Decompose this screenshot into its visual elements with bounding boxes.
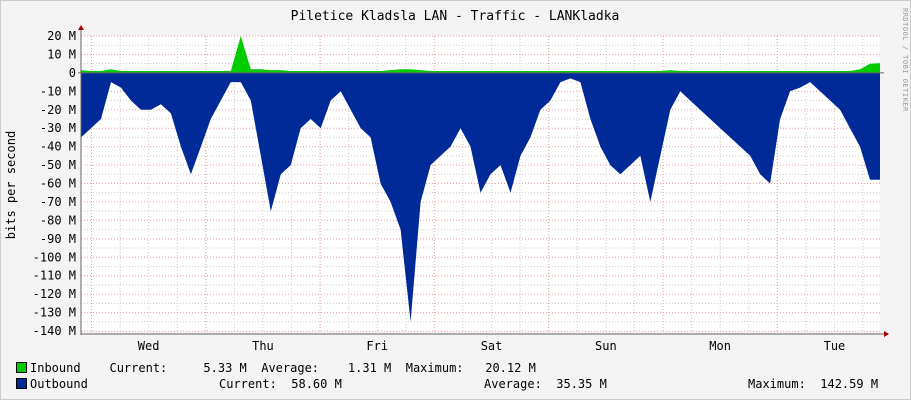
y-tick-label: -90 M [40, 232, 76, 246]
y-tick-label: -40 M [40, 140, 76, 154]
y-tick-label: -130 M [33, 306, 76, 320]
y-tick-label: -60 M [40, 177, 76, 191]
watermark: RRDTOOL / TOBI OETIKER [901, 8, 909, 112]
inbound-current: 5.33 M [203, 361, 247, 375]
maximum-label: Maximum: [748, 377, 806, 391]
y-tick-label: -10 M [40, 84, 76, 98]
y-tick-label: 0 [69, 66, 76, 80]
y-tick-label: -120 M [33, 287, 76, 301]
y-axis-arrow [78, 25, 84, 30]
y-tick-label: -80 M [40, 213, 76, 227]
legend-inbound: Inbound Current: 5.33 M Average: 1.31 M … [16, 361, 536, 375]
legend-outbound: Outbound [16, 377, 88, 391]
x-tick-label: Wed [138, 339, 160, 353]
series-area-inbound [81, 36, 880, 73]
x-tick-label: Mon [709, 339, 731, 353]
x-tick-label: Sun [595, 339, 617, 353]
y-tick-label: -110 M [33, 269, 76, 283]
current-label: Current: [109, 361, 168, 375]
y-tick-label: -100 M [33, 250, 76, 264]
average-label: Average: [484, 377, 542, 391]
outbound-maximum: 142.59 M [820, 377, 879, 391]
inbound-swatch [16, 362, 27, 373]
x-tick-label: Thu [252, 339, 274, 353]
outbound-current-group: Current: 58.60 M [219, 377, 342, 391]
outbound-current: 58.60 M [291, 377, 342, 391]
y-axis-label: bits per second [4, 131, 18, 239]
average-label: Average: [261, 361, 320, 375]
y-tick-label: 10 M [47, 47, 76, 61]
y-tick-label: -30 M [40, 121, 76, 135]
maximum-label: Maximum: [405, 361, 464, 375]
outbound-maximum-group: Maximum: 142.59 M [748, 377, 878, 391]
y-tick-label: -50 M [40, 158, 76, 172]
series-area-outbound [81, 72, 880, 322]
chart-title: Piletice Kladsla LAN - Traffic - LANKlad… [291, 9, 620, 24]
x-axis-arrow [884, 331, 889, 337]
x-tick-label: Sat [481, 339, 503, 353]
inbound-label: Inbound [30, 361, 81, 375]
y-tick-label: -70 M [40, 195, 76, 209]
inbound-maximum: 20.12 M [485, 361, 536, 375]
y-tick-label: -140 M [33, 324, 76, 338]
outbound-average: 35.35 M [556, 377, 607, 391]
outbound-label: Outbound [30, 377, 88, 391]
outbound-average-group: Average: 35.35 M [484, 377, 607, 391]
outbound-swatch [16, 378, 27, 389]
current-label: Current: [219, 377, 277, 391]
inbound-average: 1.31 M [347, 361, 392, 375]
x-tick-label: Tue [824, 339, 846, 353]
y-tick-label: 20 M [47, 29, 76, 43]
x-tick-label: Fri [366, 339, 388, 353]
y-tick-label: -20 M [40, 103, 76, 117]
